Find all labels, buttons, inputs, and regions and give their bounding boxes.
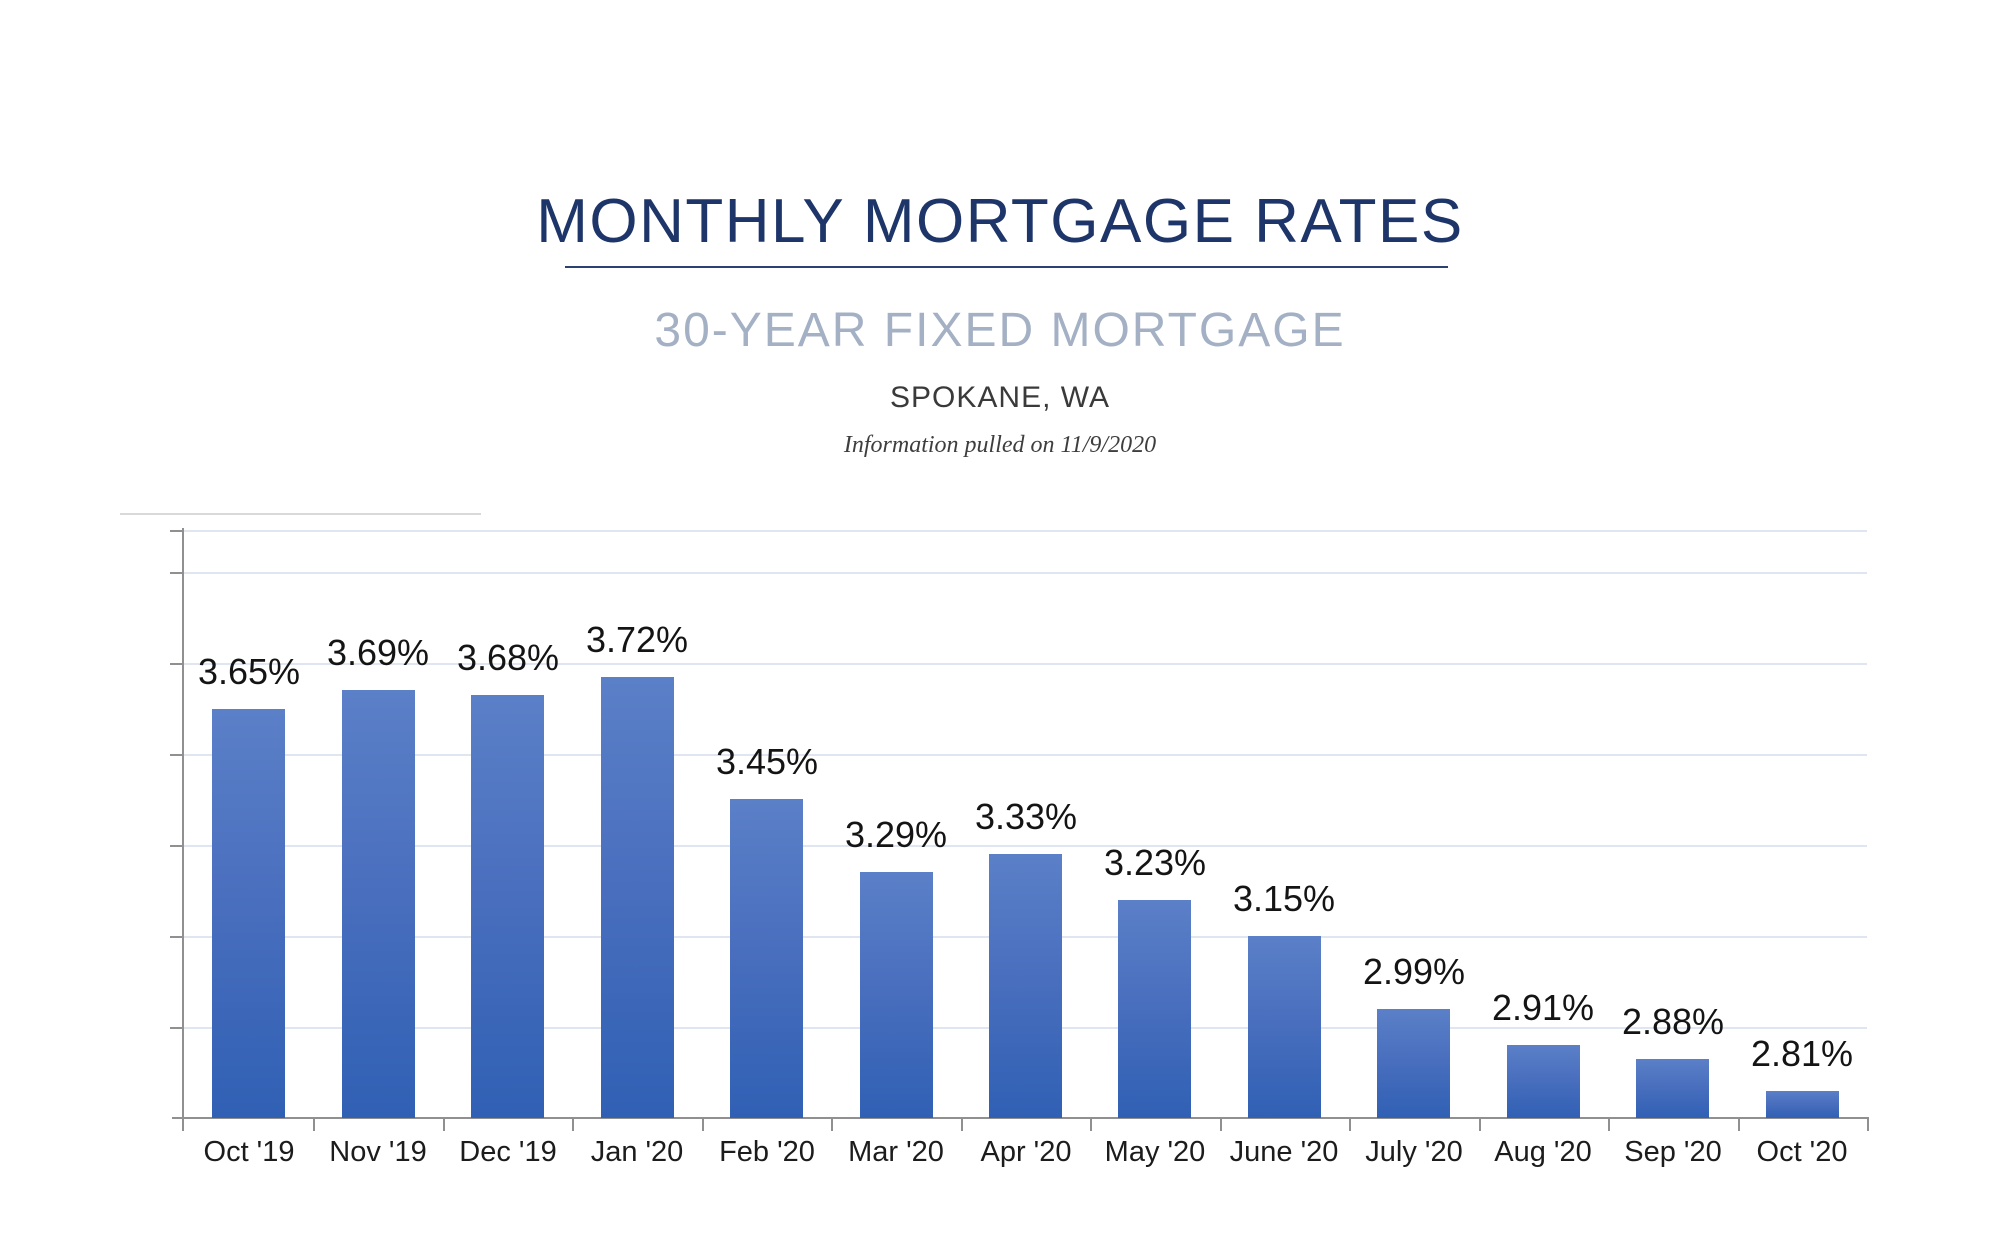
bar-value-label: 2.91% <box>1491 987 1595 1028</box>
bar-aug-20 <box>1507 1045 1580 1118</box>
x-axis-tick <box>1349 1118 1351 1131</box>
x-axis-tick <box>1738 1118 1740 1131</box>
x-axis-label: May '20 <box>1104 1136 1206 1168</box>
x-axis-label: Oct '19 <box>203 1136 295 1168</box>
bar-value-label: 2.81% <box>1750 1033 1854 1074</box>
y-axis-tick <box>170 845 184 847</box>
gridline <box>184 845 1867 847</box>
location-label: SPOKANE, WA <box>890 381 1110 414</box>
gridline <box>184 754 1867 756</box>
y-axis-tick <box>170 530 184 532</box>
x-axis-label: Sep '20 <box>1624 1136 1722 1168</box>
x-axis-tick <box>831 1118 833 1131</box>
bar-sep-20 <box>1636 1059 1709 1118</box>
bar-dec-19 <box>471 695 544 1118</box>
y-axis-tick <box>170 572 184 574</box>
bar-nov-19 <box>342 690 415 1118</box>
bar-value-label: 3.15% <box>1232 878 1336 919</box>
gridline <box>184 663 1867 665</box>
y-axis-line <box>182 528 184 1131</box>
bar-value-label: 2.99% <box>1362 951 1466 992</box>
page-subtitle: 30-YEAR FIXED MORTGAGE <box>654 304 1346 357</box>
x-axis-tick <box>313 1118 315 1131</box>
x-axis-label: Mar '20 <box>848 1136 944 1168</box>
x-axis-line <box>172 1117 1869 1119</box>
bar-may-20 <box>1118 900 1191 1118</box>
bar-apr-20 <box>989 854 1062 1118</box>
x-axis-tick <box>1090 1118 1092 1131</box>
x-axis-tick <box>1608 1118 1610 1131</box>
x-axis-label: June '20 <box>1229 1136 1339 1168</box>
y-axis-tick <box>170 754 184 756</box>
x-axis-label: Oct '20 <box>1756 1136 1848 1168</box>
plot-top-gridline <box>184 530 1867 532</box>
x-axis-label: Feb '20 <box>719 1136 815 1168</box>
info-note: Information pulled on 11/9/2020 <box>843 432 1157 458</box>
bar-value-label: 3.65% <box>197 651 301 692</box>
x-axis-tick <box>961 1118 963 1131</box>
bar-value-label: 3.29% <box>844 814 948 855</box>
x-axis-tick <box>702 1118 704 1131</box>
y-axis-tick <box>170 663 184 665</box>
x-axis-tick <box>1867 1118 1869 1131</box>
bar-oct-20 <box>1766 1091 1839 1118</box>
x-axis-tick <box>1479 1118 1481 1131</box>
x-axis-label: Jan '20 <box>590 1136 684 1168</box>
x-axis-label: Dec '19 <box>459 1136 557 1168</box>
plot-top-artifact-line <box>120 513 481 515</box>
bar-value-label: 3.45% <box>715 741 819 782</box>
bar-value-label: 3.72% <box>585 619 689 660</box>
x-axis-label: Apr '20 <box>980 1136 1072 1168</box>
x-axis-tick <box>443 1118 445 1131</box>
gridline <box>184 572 1867 574</box>
x-axis-label: Aug '20 <box>1494 1136 1592 1168</box>
bar-value-label: 3.33% <box>974 796 1078 837</box>
x-axis-tick <box>572 1118 574 1131</box>
title-underline <box>565 266 1448 268</box>
bar-value-label: 3.68% <box>456 637 560 678</box>
bar-oct-19 <box>212 709 285 1118</box>
bar-june-20 <box>1248 936 1321 1118</box>
bar-jan-20 <box>601 677 674 1118</box>
bar-value-label: 2.88% <box>1621 1001 1725 1042</box>
x-axis-tick <box>1220 1118 1222 1131</box>
bar-value-label: 3.23% <box>1103 842 1207 883</box>
bar-july-20 <box>1377 1009 1450 1118</box>
bar-mar-20 <box>860 872 933 1118</box>
y-axis-tick <box>170 1027 184 1029</box>
page-title: MONTHLY MORTGAGE RATES <box>536 187 1464 256</box>
x-axis-label: Nov '19 <box>329 1136 427 1168</box>
y-axis-tick <box>170 936 184 938</box>
bar-feb-20 <box>730 799 803 1118</box>
x-axis-label: July '20 <box>1365 1136 1463 1168</box>
bar-value-label: 3.69% <box>326 632 430 673</box>
